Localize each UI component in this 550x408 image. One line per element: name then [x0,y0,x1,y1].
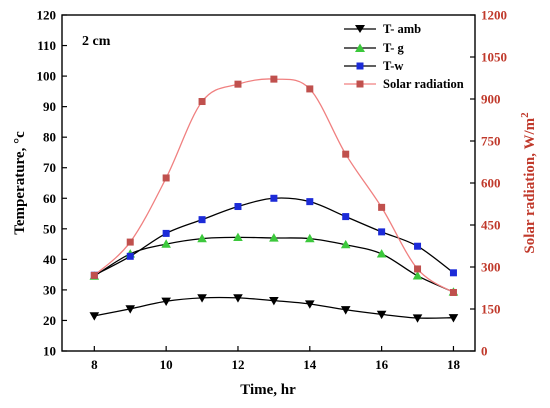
legend-label-solar-radiation: Solar radiation [383,77,464,91]
left-tick-label: 90 [43,99,56,114]
legend-marker-solar-radiation [356,80,364,88]
legend-marker-t-amb [355,25,365,33]
right-tick-label: 1050 [481,50,507,65]
left-tick-label: 100 [37,69,57,84]
right-tick-label: 750 [481,134,501,149]
right-tick-label: 300 [481,260,501,275]
data-point-solar-radiation [162,174,170,182]
bottom-tick-label: 18 [447,357,461,372]
legend-marker-t-w [356,62,364,70]
left-tick-label: 40 [43,252,56,267]
left-tick-label: 50 [43,221,56,236]
right-tick-label: 1200 [481,8,507,23]
data-point-t-g [340,239,351,249]
data-point-solar-radiation [270,75,278,83]
left-tick-label: 80 [43,130,56,145]
data-point-t-amb [197,294,207,303]
data-point-t-amb [125,305,136,314]
data-point-solar-radiation [342,150,350,158]
y-axis-right-title-superscript: 2 [519,112,531,118]
data-point-t-w [306,198,314,206]
right-axis-ticks: 0 150 300 450 600 750 900 1050 1200 [470,8,507,359]
legend-marker-t-g [355,43,365,52]
x-axis-title: Time, hr [240,382,296,398]
left-tick-label: 110 [37,38,56,53]
left-axis-ticks: 10 20 30 40 50 60 70 80 90 100 110 120 [37,8,67,359]
bottom-tick-label: 8 [91,357,98,372]
left-tick-label: 120 [37,8,57,23]
data-point-t-amb [376,310,387,320]
data-point-t-amb [305,300,315,309]
data-point-t-g [269,233,279,242]
data-point-t-w [162,229,170,237]
right-tick-label: 0 [481,344,488,359]
bottom-tick-label: 16 [375,357,389,372]
left-tick-label: 10 [43,344,56,359]
data-point-t-g [305,233,315,243]
data-point-t-g [197,233,207,243]
bottom-tick-label: 10 [160,357,173,372]
right-tick-label: 600 [481,176,501,191]
bottom-tick-label: 14 [303,357,317,372]
data-point-t-g [412,271,423,280]
data-point-solar-radiation [306,85,314,93]
y-axis-right-title: Solar radiation, W/m2 [519,112,538,254]
legend-label-t-w: T-w [383,59,403,73]
data-point-t-g [161,239,171,248]
data-point-solar-radiation [449,288,457,296]
data-point-t-amb [233,294,243,303]
data-point-t-amb [269,297,279,306]
chart-annotation: 2 cm [82,34,111,49]
right-tick-label: 450 [481,218,501,233]
data-point-solar-radiation [90,271,98,279]
data-point-t-amb [89,312,100,321]
data-point-t-w [270,194,278,202]
data-point-t-amb [412,314,423,323]
series-markers [89,75,459,323]
right-tick-label: 900 [481,92,501,107]
right-tick-label: 150 [481,302,501,317]
data-point-t-w [378,228,386,236]
bottom-axis-ticks: 8 10 12 14 16 18 [91,346,460,372]
data-point-t-amb [340,306,351,315]
data-point-t-amb [161,297,171,307]
legend-label-t-g: T- g [383,41,404,55]
data-point-t-w [414,242,422,250]
left-tick-label: 60 [43,191,56,206]
data-point-t-w [126,252,134,260]
data-point-solar-radiation [414,265,422,273]
data-point-t-w [198,216,206,224]
data-point-t-g [233,232,243,241]
data-point-t-w [449,269,457,277]
data-point-solar-radiation [234,80,242,88]
data-point-t-g [376,249,387,258]
data-point-t-amb [448,314,459,323]
data-point-t-w [234,203,242,211]
y-axis-right-title-main: Solar radiation, W/m [522,117,538,253]
bottom-tick-label: 12 [231,357,244,372]
data-point-solar-radiation [378,203,386,211]
left-tick-label: 20 [43,313,56,328]
left-tick-label: 30 [43,282,56,297]
data-point-solar-radiation [126,238,134,246]
y-axis-left-title: Temperature, °c [12,131,28,235]
legend-label-t-amb: T- amb [383,22,421,36]
left-tick-label: 70 [43,160,56,175]
data-point-solar-radiation [198,98,206,106]
legend: T- amb T- g T-w Solar radiation [344,22,464,91]
data-point-t-w [342,213,350,221]
